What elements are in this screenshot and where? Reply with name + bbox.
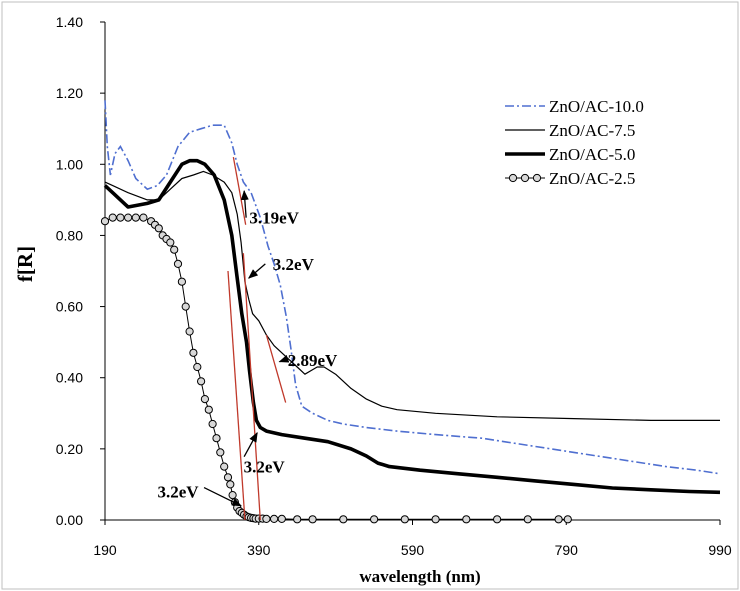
data-point: [220, 462, 229, 471]
data-point: [154, 224, 163, 233]
annotation-arrow: [243, 431, 258, 457]
data-point: [216, 448, 225, 457]
legend-label: ZnO/AC-2.5: [549, 169, 635, 188]
legend-marker: [532, 173, 542, 183]
data-point: [223, 473, 233, 482]
annotation-arrow: [203, 486, 242, 507]
data-point: [200, 395, 209, 404]
y-axis-ticks: 0.00 0.20 0.40 0.60 0.80 1.00 1.20 1.40: [56, 14, 105, 528]
data-point: [189, 348, 198, 357]
legend-label: ZnO/AC-7.5: [549, 121, 635, 140]
data-point: [308, 515, 317, 524]
data-point: [100, 217, 110, 226]
data-point: [262, 514, 271, 524]
series-ZnO/AC-10.0: [104, 100, 721, 475]
legend-item: ZnO/AC-2.5: [505, 169, 635, 188]
series-line: [103, 158, 721, 495]
data-point: [204, 405, 213, 414]
legend-label: ZnO/AC-5.0: [549, 145, 635, 164]
data-point: [131, 213, 140, 222]
legend-label: ZnO/AC-10.0: [549, 97, 644, 116]
data-point: [170, 245, 179, 254]
x-axis-title: wavelength (nm): [359, 567, 480, 586]
data-point: [124, 213, 133, 222]
x-axis-ticks: 190 390 590 790 990: [93, 520, 732, 558]
data-point: [197, 377, 206, 386]
series-ZnO/AC-5.0: [103, 158, 721, 495]
data-point: [554, 515, 563, 524]
data-point: [193, 362, 202, 372]
series-ZnO/AC-2.5: [100, 213, 572, 524]
tangent-line: [265, 334, 287, 403]
data-point: [166, 238, 175, 247]
legend-marker: [508, 173, 518, 183]
y-tick-label: 0.60: [56, 299, 83, 315]
series-line: [104, 170, 720, 421]
y-tick-label: 0.20: [56, 441, 83, 457]
tangent-lines: [227, 157, 287, 521]
series-layer: [100, 100, 721, 524]
data-point: [177, 277, 186, 286]
y-tick-label: 1.00: [56, 156, 83, 172]
y-tick-label: 0.00: [56, 512, 83, 528]
data-point: [462, 515, 471, 524]
legend-item: ZnO/AC-5.0: [505, 145, 635, 164]
x-tick-label: 190: [93, 542, 117, 558]
data-point: [208, 419, 217, 429]
annotation-label: 2.89eV: [288, 351, 338, 370]
data-point: [108, 213, 117, 222]
tangent-line: [232, 157, 247, 225]
y-tick-label: 1.40: [56, 14, 83, 30]
annotation-arrow: [240, 189, 249, 218]
legend-item: ZnO/AC-7.5: [505, 121, 635, 140]
data-point: [212, 434, 221, 443]
y-axis-title: f[R]: [13, 246, 37, 282]
x-tick-label: 390: [247, 542, 271, 558]
data-point: [277, 514, 286, 524]
tangent-line: [242, 253, 261, 521]
y-tick-label: 1.20: [56, 85, 83, 101]
annotation-arrow: [247, 263, 266, 279]
data-point: [339, 515, 348, 524]
y-tick-label: 0.80: [56, 227, 83, 243]
data-point: [270, 514, 279, 524]
y-tick-label: 0.40: [56, 370, 83, 386]
series-ZnO/AC-7.5: [104, 170, 720, 421]
data-point: [116, 213, 125, 222]
x-tick-label: 790: [555, 542, 579, 558]
annotations: 3.19eV 3.2eV 2.89eV 3.2eV 3.2eV: [157, 189, 338, 507]
legend-item: ZnO/AC-10.0: [505, 97, 644, 116]
x-tick-label: 990: [708, 542, 732, 558]
annotation-label: 3.19eV: [249, 209, 299, 228]
data-point: [181, 302, 190, 311]
data-point: [563, 515, 572, 524]
data-point: [400, 515, 409, 524]
data-point: [431, 515, 440, 524]
data-point: [226, 480, 235, 489]
annotation-arrow: [278, 354, 290, 363]
tangent-line: [227, 270, 246, 521]
data-point: [370, 515, 379, 524]
legend-marker: [520, 173, 530, 183]
annotation-label: 3.2eV: [244, 458, 286, 477]
data-point: [173, 259, 183, 268]
data-point: [523, 515, 532, 524]
data-point: [228, 491, 237, 500]
annotation-label: 3.2eV: [273, 255, 315, 274]
data-point: [185, 327, 194, 336]
annotation-label: 3.2eV: [157, 483, 199, 502]
series-line: [104, 100, 721, 475]
legend: ZnO/AC-10.0 ZnO/AC-7.5 ZnO/AC-5.0 ZnO/AC-2.…: [505, 97, 644, 188]
data-point: [293, 515, 302, 524]
data-point: [139, 213, 148, 222]
x-tick-label: 590: [401, 542, 425, 558]
data-point: [493, 515, 502, 524]
